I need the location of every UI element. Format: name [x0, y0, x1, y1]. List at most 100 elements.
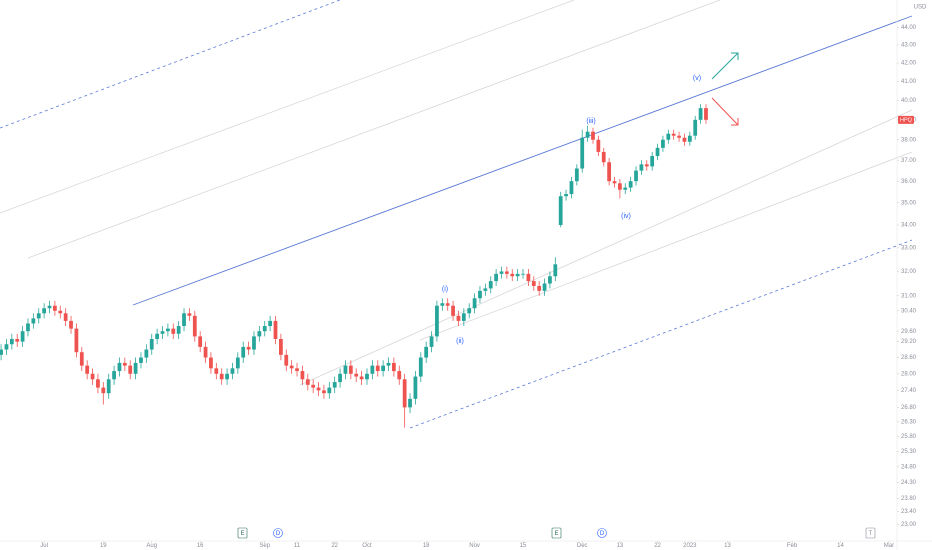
event-marker[interactable]: D — [273, 528, 283, 538]
candle-body — [418, 357, 423, 377]
x-tick-label: 18 — [423, 543, 430, 549]
candle — [564, 189, 568, 201]
candle — [440, 298, 445, 311]
candle-body — [90, 373, 95, 380]
candle — [413, 371, 418, 405]
candle-body — [112, 371, 116, 380]
candle-body — [58, 310, 63, 314]
candle-body — [15, 339, 20, 342]
candle — [219, 368, 224, 385]
channel-line — [0, 0, 575, 214]
candle — [580, 129, 585, 173]
y-tick-label: 25.80 — [901, 434, 917, 440]
candle — [504, 266, 509, 279]
candle-body — [440, 303, 445, 306]
candle-body — [53, 305, 57, 311]
y-tick-label: 36.00 — [901, 179, 917, 185]
candle-body — [488, 281, 493, 289]
wave-label: (i) — [442, 286, 448, 293]
candle — [327, 382, 332, 399]
candle-body — [316, 387, 321, 391]
candle — [429, 331, 434, 353]
candle-body — [246, 346, 251, 350]
candle-body — [494, 273, 499, 282]
x-tick-label: 15 — [520, 543, 527, 549]
candle-body — [612, 181, 617, 184]
candle-body — [574, 168, 579, 182]
candle — [607, 158, 612, 186]
candle — [209, 352, 213, 374]
event-label: D — [600, 531, 605, 537]
event-label: E — [554, 531, 558, 537]
candle — [671, 129, 676, 140]
candle — [677, 131, 681, 142]
candle-body — [666, 133, 671, 140]
candle — [273, 315, 278, 345]
candle-body — [47, 305, 52, 309]
candle — [392, 357, 396, 377]
event-marker[interactable]: E — [237, 527, 248, 539]
candle-body — [289, 365, 294, 369]
candle-body — [235, 357, 240, 369]
candle — [246, 341, 251, 355]
candle — [348, 360, 353, 380]
channel-line — [27, 0, 721, 259]
candle-body — [359, 376, 364, 380]
candle — [397, 365, 402, 385]
candle-body — [20, 331, 25, 342]
candle — [203, 341, 208, 363]
candle — [693, 115, 698, 140]
candle — [112, 365, 116, 385]
candle — [332, 376, 337, 394]
candle-body — [607, 162, 612, 182]
candle — [510, 269, 515, 282]
candle-body — [311, 384, 316, 388]
arrow-up — [711, 52, 739, 80]
candle — [483, 283, 488, 296]
candle-body — [671, 133, 676, 136]
candle — [515, 269, 520, 282]
trend-line — [132, 15, 913, 306]
candle-body — [338, 373, 342, 383]
x-tick-label: Sep — [259, 543, 270, 549]
y-tick-label: 41.00 — [901, 79, 917, 85]
candle — [166, 323, 170, 337]
candle-body — [381, 365, 386, 372]
candle — [295, 362, 299, 377]
candle-body — [375, 365, 380, 372]
candle-body — [257, 331, 262, 337]
candle-body — [655, 147, 660, 157]
candle — [96, 373, 100, 394]
candle — [354, 368, 359, 383]
candle-body — [133, 362, 138, 374]
event-marker[interactable]: E — [551, 527, 562, 539]
x-tick-label: 19 — [100, 543, 107, 549]
candle-body — [370, 365, 375, 374]
candle — [612, 176, 617, 188]
event-label: E — [240, 531, 244, 537]
y-tick-label: 24.30 — [901, 480, 917, 486]
channel-line — [299, 109, 913, 386]
x-tick-label: 11 — [294, 543, 301, 549]
candle-body — [392, 362, 396, 372]
candle-body — [510, 273, 515, 277]
candle-body — [160, 331, 165, 334]
candle-body — [413, 376, 418, 399]
candle-body — [343, 365, 348, 374]
candle-body — [661, 139, 665, 148]
event-marker[interactable]: T — [865, 527, 876, 539]
candle-body — [424, 346, 429, 358]
candle — [623, 183, 628, 195]
candle — [305, 373, 310, 391]
x-tick-label: Oct — [362, 543, 372, 549]
candle-body — [225, 373, 229, 380]
candle — [402, 373, 407, 428]
candle — [574, 164, 579, 186]
event-marker[interactable]: D — [597, 528, 607, 538]
candle — [149, 333, 154, 355]
candle-body — [122, 362, 127, 366]
channel-line — [419, 151, 913, 341]
candle-body — [219, 373, 224, 380]
candle — [26, 318, 30, 337]
candle-body — [128, 365, 133, 374]
